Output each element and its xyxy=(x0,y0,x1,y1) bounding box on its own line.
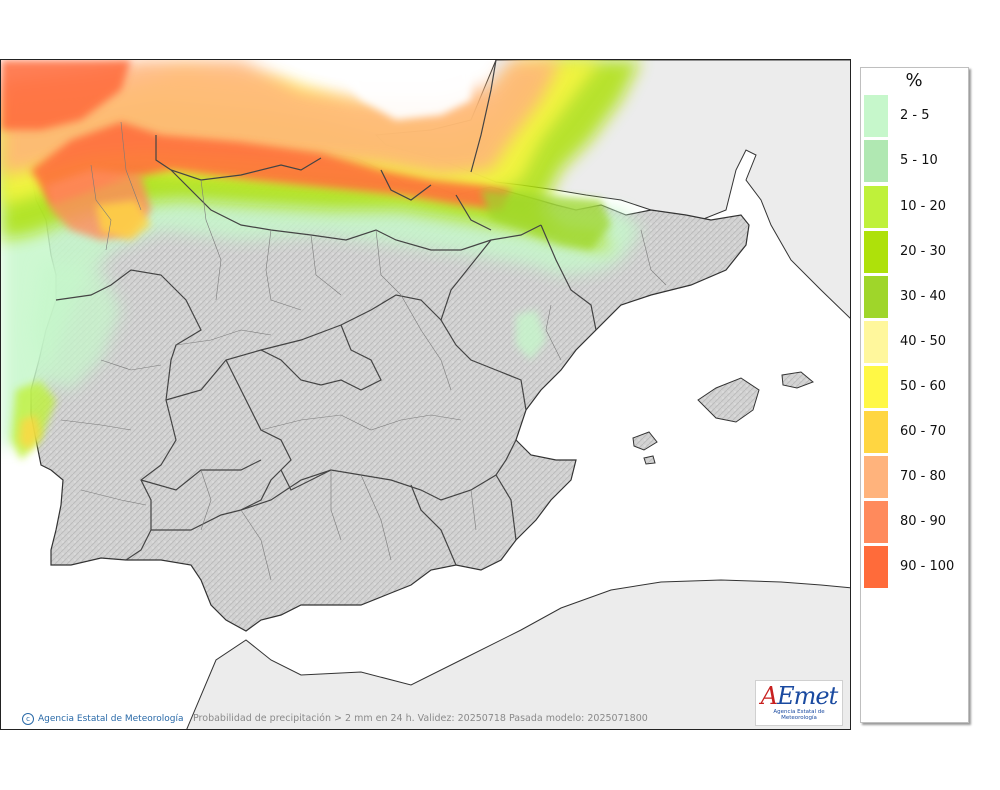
legend-swatch xyxy=(864,231,888,273)
prob-portugal-coast-inner xyxy=(19,415,41,450)
province-borders xyxy=(60,121,667,581)
bay-of-biscay-open-sea xyxy=(341,60,471,120)
legend-swatch xyxy=(864,546,888,588)
legend-label: 60 - 70 xyxy=(900,424,947,439)
ibiza xyxy=(632,431,658,451)
legend-label: 90 - 100 xyxy=(900,559,955,574)
legend-item: 2 - 5 xyxy=(864,95,968,137)
legend-swatch xyxy=(864,411,888,453)
legend-item: 20 - 30 xyxy=(864,231,968,273)
prob-iberian-system xyxy=(516,310,546,360)
formentera xyxy=(643,455,656,465)
legend-item: 90 - 100 xyxy=(864,546,968,588)
legend-swatch xyxy=(864,276,888,318)
legend-panel: % 2 - 5 5 - 10 10 - 20 20 - 30 30 - 40 4… xyxy=(860,67,969,723)
legend-item: 50 - 60 xyxy=(864,366,968,408)
aemet-wordmark: AEmet xyxy=(760,682,838,710)
map-caption: Probabilidad de precipitación > 2 mm en … xyxy=(193,713,648,724)
legend-swatch xyxy=(864,501,888,543)
aemet-logo-subtitle: Agencia Estatal de Meteorología xyxy=(773,709,825,721)
legend-item: 70 - 80 xyxy=(864,456,968,498)
prob-high-cantabrian xyxy=(31,122,511,210)
legend-swatch xyxy=(864,186,888,228)
legend-label: 30 - 40 xyxy=(900,289,947,304)
legend-label: 80 - 90 xyxy=(900,514,947,529)
credit-text: Agencia Estatal de Meteorología xyxy=(38,714,184,724)
copyright-icon: c xyxy=(22,713,34,725)
legend-swatch xyxy=(864,456,888,498)
mallorca xyxy=(697,377,760,423)
prob-high-band xyxy=(1,60,131,130)
legend-label: 10 - 20 xyxy=(900,199,947,214)
legend-title: % xyxy=(905,70,923,91)
legend-label: 50 - 60 xyxy=(900,379,947,394)
prob-pyrenees xyxy=(481,190,611,250)
prob-yellow-galicia xyxy=(96,200,151,240)
legend-item: 5 - 10 xyxy=(864,140,968,182)
legend-item: 10 - 20 xyxy=(864,186,968,228)
legend-swatch xyxy=(864,366,888,408)
credit: c Agencia Estatal de Meteorología xyxy=(22,713,184,725)
aemet-logo: AEmet Agencia Estatal de Meteorología xyxy=(755,680,843,726)
legend-swatch xyxy=(864,140,888,182)
legend-item: 40 - 50 xyxy=(864,321,968,363)
legend-swatch xyxy=(864,321,888,363)
legend-item: 60 - 70 xyxy=(864,411,968,453)
legend-item: 80 - 90 xyxy=(864,501,968,543)
north-africa-land xyxy=(186,579,850,729)
precipitation-probability-map xyxy=(0,59,851,730)
legend-label: 40 - 50 xyxy=(900,334,947,349)
legend-item: 30 - 40 xyxy=(864,276,968,318)
legend-label: 5 - 10 xyxy=(900,153,938,168)
region-borders xyxy=(55,60,597,566)
legend-swatch xyxy=(864,95,888,137)
map-canvas xyxy=(1,60,850,729)
legend-label: 2 - 5 xyxy=(900,108,930,123)
menorca xyxy=(781,371,814,389)
legend-label: 70 - 80 xyxy=(900,469,947,484)
legend-label: 20 - 30 xyxy=(900,244,947,259)
prob-portugal-north-low xyxy=(31,260,121,390)
